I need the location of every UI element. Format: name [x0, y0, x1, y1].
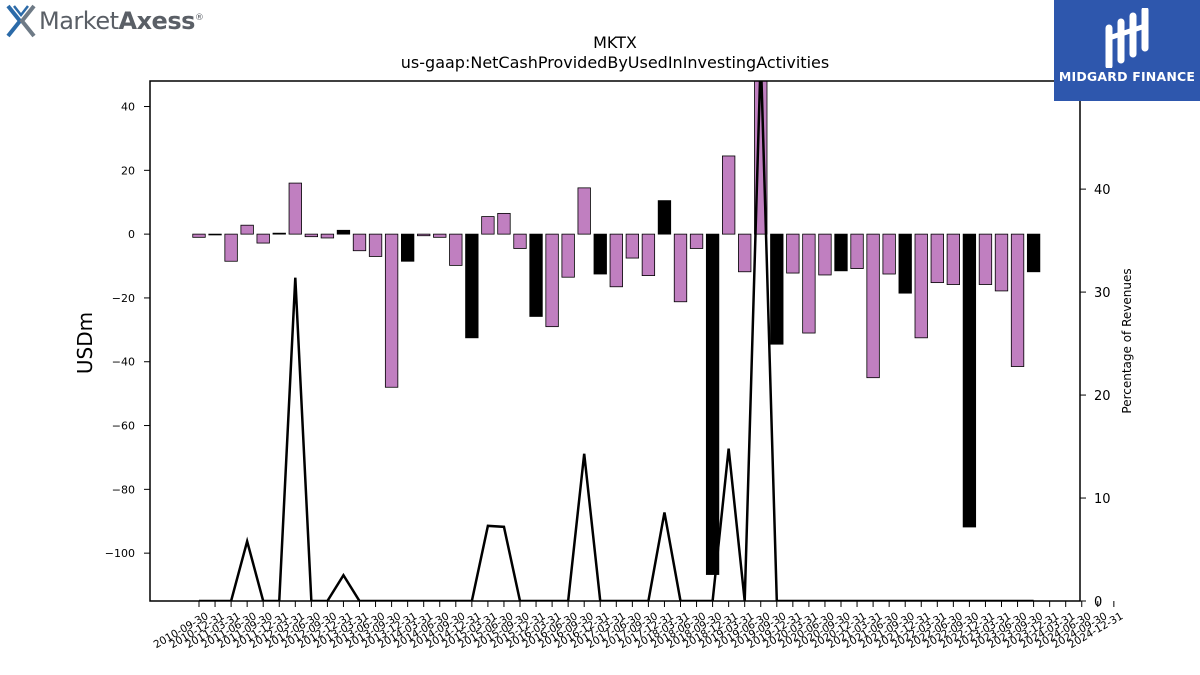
bar [240, 224, 254, 235]
bar [400, 233, 415, 262]
percentage-line-group [199, 81, 1034, 601]
marketaxess-logo: MarketAxess® [6, 4, 204, 38]
brand-registered-mark: ® [194, 13, 204, 23]
marketaxess-x-icon [6, 4, 36, 38]
bar [946, 233, 960, 285]
bar [449, 233, 463, 266]
y2-tick-label: 30 [1094, 286, 1111, 301]
bar [272, 232, 286, 235]
bar [577, 187, 591, 235]
bar [978, 233, 993, 285]
bar [545, 233, 559, 328]
chart-title: MKTX [593, 33, 637, 52]
bar [368, 233, 383, 257]
bar [304, 233, 319, 238]
y-tick-label: −20 [112, 292, 135, 305]
bar [786, 233, 800, 274]
bar [705, 233, 720, 575]
bar [433, 233, 447, 238]
y-axis-left: 40 20 0 −20 −40 −60 −80 −100 [105, 101, 150, 560]
bar [497, 212, 511, 235]
bar [962, 233, 977, 528]
bar [465, 233, 479, 339]
bar [529, 233, 543, 317]
bar [673, 233, 688, 303]
bar [288, 182, 302, 235]
midgard-mark-icon [1105, 8, 1149, 68]
bar [192, 233, 206, 238]
bar [1010, 233, 1025, 367]
bar [770, 233, 784, 345]
y-tick-label: −100 [105, 547, 135, 560]
bar [561, 233, 575, 278]
bar [256, 233, 270, 244]
bar [224, 233, 238, 262]
bar [208, 233, 222, 236]
bar [914, 233, 928, 339]
bar [641, 233, 656, 277]
marketaxess-wordmark: MarketAxess® [39, 7, 204, 35]
y2-tick-label: 20 [1094, 389, 1111, 404]
bar [593, 233, 607, 275]
bar [689, 233, 704, 249]
bar [866, 233, 880, 379]
bar [738, 233, 752, 273]
bar [657, 200, 672, 235]
x-axis: 2010-09-302010-12-312011-03-312011-06-30… [152, 601, 1125, 651]
y-tick-label: 40 [121, 101, 135, 114]
bar [994, 233, 1009, 292]
bar [802, 233, 816, 334]
bar [481, 216, 495, 235]
y-tick-label: −80 [112, 483, 135, 496]
y-axis-right: 01020304050 [1080, 80, 1111, 610]
brand-name-bold: Axess [118, 7, 196, 35]
midgard-finance-text: MIDGARD FINANCE [1058, 69, 1196, 84]
y-tick-label: 0 [128, 228, 135, 241]
bar [417, 233, 431, 237]
bars-group [192, 81, 1041, 575]
brand-name-regular: Market [39, 7, 119, 35]
bar [352, 233, 367, 252]
y2-tick-label: 10 [1094, 492, 1111, 507]
bar [882, 233, 896, 275]
bar [930, 233, 944, 284]
plot-frame [149, 80, 1081, 602]
percentage-of-revenues-line [199, 81, 1034, 601]
bar [384, 233, 399, 388]
bar [722, 155, 736, 235]
bar [898, 233, 912, 294]
y-tick-label: −60 [112, 420, 135, 433]
y-tick-label: 20 [121, 164, 135, 177]
bar [320, 233, 335, 239]
chart-subtitle: us-gaap:NetCashProvidedByUsedInInvesting… [401, 53, 829, 72]
bar [850, 233, 864, 269]
bar [1026, 233, 1041, 273]
y2-tick-label: 40 [1094, 183, 1111, 198]
y-tick-label: −40 [112, 356, 135, 369]
bar [609, 233, 623, 288]
bar [513, 233, 527, 249]
bar [625, 233, 639, 259]
y-axis-label: USDm [73, 312, 97, 374]
midgard-finance-logo: MIDGARD FINANCE [1054, 0, 1200, 101]
y2-axis-label: Percentage of Revenues [1120, 268, 1134, 413]
bar [818, 233, 832, 276]
bar [336, 229, 351, 235]
bar [834, 233, 848, 272]
